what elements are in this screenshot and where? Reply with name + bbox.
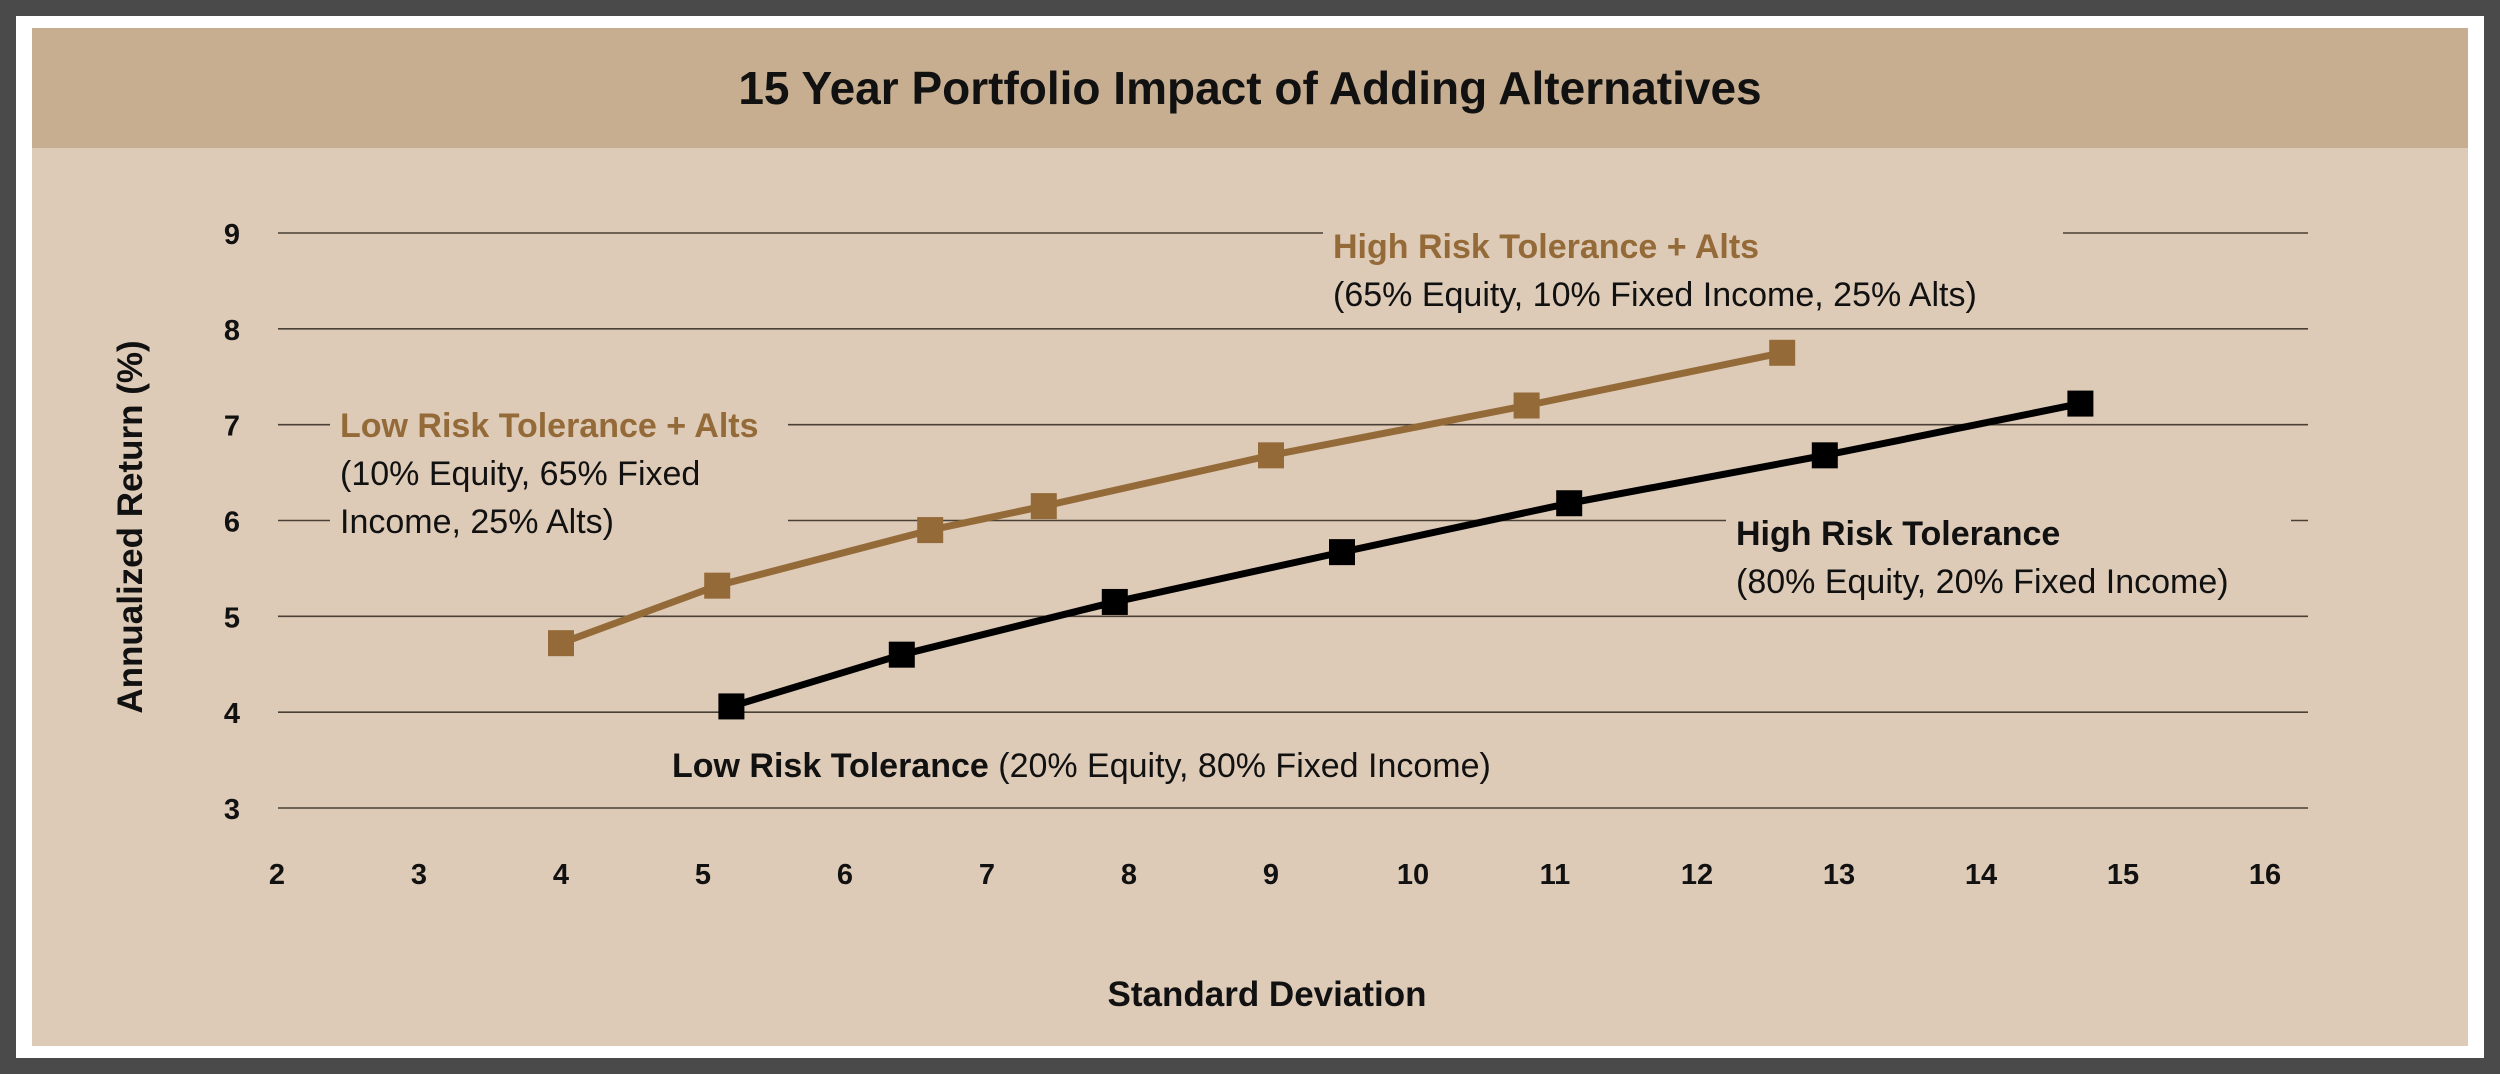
y-tick-label: 5 (224, 602, 240, 634)
x-axis-title: Standard Deviation (1108, 975, 1427, 1014)
y-axis-ticks: 3 4 5 6 7 8 9 (224, 219, 240, 826)
y-tick-label: 3 (224, 794, 240, 826)
x-tick-label: 2 (269, 859, 285, 891)
data-point (704, 572, 731, 599)
y-tick-label: 6 (224, 507, 240, 539)
y-axis-title: Annualized Return (%) (111, 340, 150, 713)
annotation-text: High Risk Tolerance + Alts (1333, 228, 1759, 266)
series-0 (548, 339, 1796, 657)
x-tick-label: 13 (1823, 859, 1855, 891)
chart-title: 15 Year Portfolio Impact of Adding Alter… (738, 62, 1762, 114)
annotation-background (330, 399, 788, 531)
data-point (1030, 493, 1057, 520)
x-tick-label: 7 (979, 859, 995, 891)
annotation-heading: Low Risk Tolerance (672, 747, 989, 785)
x-tick-label: 11 (1540, 859, 1571, 891)
annotation-detail: (10% Equity, 65% Fixed (340, 455, 700, 493)
x-tick-label: 5 (695, 859, 711, 891)
annotation-detail: (80% Equity, 20% Fixed Income) (1736, 563, 2229, 601)
annotation-text: Low Risk Tolerance (20% Equity, 80% Fixe… (672, 747, 1491, 785)
data-point (888, 641, 915, 668)
y-tick-label: 7 (224, 411, 240, 443)
x-tick-label: 16 (2249, 859, 2281, 891)
annotation-background (1726, 507, 2291, 599)
x-tick-label: 12 (1681, 859, 1713, 891)
annotation-heading: High Risk Tolerance + Alts (1333, 228, 1759, 266)
annotation-high-alts: High Risk Tolerance + Alts (65% Equity, 1… (1323, 220, 2063, 314)
series-1 (718, 390, 2094, 720)
annotation-background (1323, 220, 2063, 312)
data-point (1513, 392, 1540, 419)
annotation-layer: High Risk Tolerance + Alts (65% Equity, 1… (330, 220, 2291, 785)
annotation-detail: (20% Equity, 80% Fixed Income) (989, 747, 1491, 785)
data-point (1258, 442, 1284, 469)
title-bar: 15 Year Portfolio Impact of Adding Alter… (32, 28, 2468, 148)
data-point (1329, 539, 1355, 566)
x-tick-label: 10 (1397, 859, 1429, 891)
annotation-text: Low Risk Tolerance + Alts (340, 407, 759, 445)
data-point (1101, 588, 1128, 615)
y-tick-label: 4 (224, 698, 240, 730)
x-tick-label: 4 (553, 859, 569, 891)
data-point (2067, 390, 2094, 417)
x-tick-label: 6 (837, 859, 853, 891)
x-tick-label: 15 (2107, 859, 2139, 891)
annotation-low-base: Low Risk Tolerance (20% Equity, 80% Fixe… (672, 747, 1491, 785)
x-tick-label: 8 (1121, 859, 1137, 891)
x-tick-label: 14 (1965, 859, 1997, 891)
annotation-high-base: High Risk Tolerance (80% Equity, 20% Fixe… (1726, 507, 2291, 601)
data-point (1769, 339, 1796, 366)
data-point (1556, 490, 1583, 517)
y-tick-label: 9 (224, 219, 240, 251)
series-layer (548, 339, 2094, 720)
gridlines (278, 232, 2308, 809)
y-tick-label: 8 (224, 315, 240, 347)
annotation-low-alts: Low Risk Tolerance + Alts (10% Equity, 65… (330, 399, 788, 541)
annotation-text: High Risk Tolerance (1736, 515, 2060, 553)
x-axis-ticks: 2 3 4 5 6 7 8 9 10 11 12 13 14 15 16 (269, 859, 2281, 891)
data-point (718, 693, 745, 720)
x-tick-label: 3 (411, 859, 427, 891)
annotation-detail: (65% Equity, 10% Fixed Income, 25% Alts) (1333, 276, 1977, 314)
annotation-detail: Income, 25% Alts) (340, 503, 614, 541)
annotation-heading: High Risk Tolerance (1736, 515, 2060, 553)
data-point (548, 630, 574, 657)
annotation-heading: Low Risk Tolerance + Alts (340, 407, 759, 445)
data-point (917, 517, 944, 544)
data-point (1811, 442, 1838, 469)
x-tick-label: 9 (1263, 859, 1279, 891)
